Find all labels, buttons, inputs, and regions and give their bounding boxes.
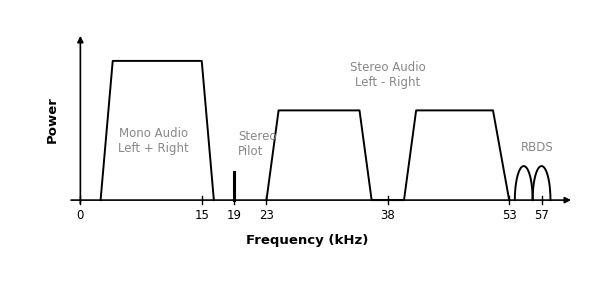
Text: Stereo
Pilot: Stereo Pilot (238, 130, 277, 158)
Text: Frequency (kHz): Frequency (kHz) (246, 234, 368, 247)
Text: 38: 38 (380, 209, 395, 222)
Text: 53: 53 (502, 209, 517, 222)
Text: Stereo Audio
Left - Right: Stereo Audio Left - Right (350, 61, 425, 89)
Text: 57: 57 (534, 209, 549, 222)
Text: 0: 0 (77, 209, 84, 222)
Text: Mono Audio
Left + Right: Mono Audio Left + Right (118, 127, 188, 155)
Text: RBDS: RBDS (521, 141, 554, 154)
Text: 19: 19 (227, 209, 242, 222)
Text: 23: 23 (259, 209, 274, 222)
Text: Power: Power (46, 96, 59, 143)
Text: 15: 15 (194, 209, 209, 222)
